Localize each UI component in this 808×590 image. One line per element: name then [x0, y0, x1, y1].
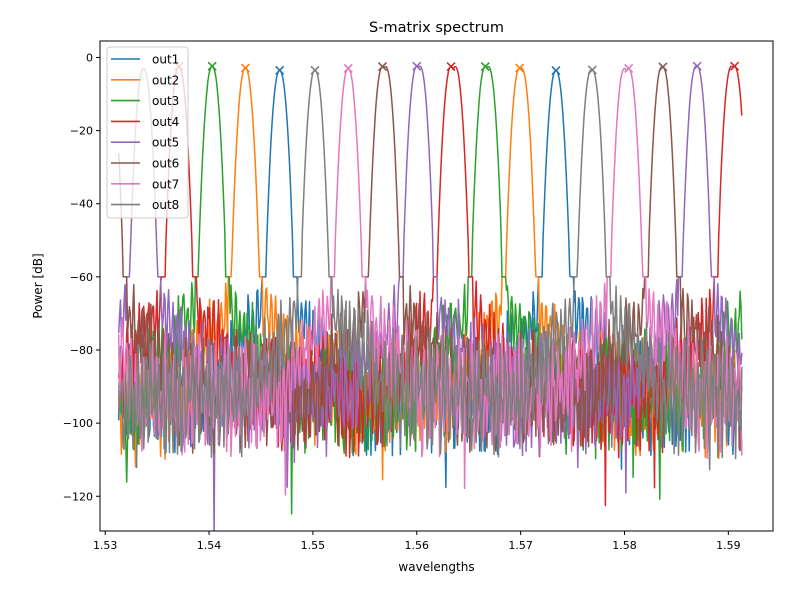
series-line-out8 — [117, 69, 743, 471]
x-tick-label: 1.54 — [197, 539, 222, 552]
y-tick-label: 0 — [86, 51, 93, 64]
peak-marker-out5 — [692, 61, 702, 71]
y-tick-label: −100 — [63, 417, 93, 430]
x-tick-label: 1.56 — [405, 539, 430, 552]
x-tick-label: 1.58 — [612, 539, 637, 552]
y-tick-label: −80 — [70, 344, 93, 357]
legend-label-out2: out2 — [152, 73, 179, 87]
legend-label-out5: out5 — [152, 136, 179, 150]
peak-marker-out6 — [658, 62, 668, 72]
peak-marker-out8 — [310, 65, 320, 75]
peak-marker-out6 — [377, 62, 388, 72]
peak-marker-out4 — [446, 62, 456, 72]
peak-marker-out1 — [551, 66, 561, 76]
x-axis: 1.53 1.54 1.55 1.56 1.57 1.58 1.59 — [93, 531, 741, 552]
legend-label-out1: out1 — [152, 53, 179, 67]
y-tick-label: −20 — [70, 125, 93, 138]
peak-marker-out3 — [207, 61, 217, 71]
peak-marker-out4 — [730, 61, 740, 71]
legend-label-out3: out3 — [152, 94, 179, 108]
x-tick-label: 1.53 — [93, 539, 118, 552]
legend-label-out4: out4 — [152, 115, 179, 129]
series-line-out7 — [117, 67, 743, 496]
y-tick-label: −120 — [63, 490, 93, 503]
plot-lines — [117, 65, 743, 531]
peak-marker-out2 — [240, 63, 250, 73]
chart-title: S-matrix spectrum — [369, 20, 504, 36]
peak-marker-out2 — [515, 63, 525, 73]
peak-markers — [174, 61, 740, 76]
legend-box — [106, 46, 189, 219]
x-axis-label: wavelengths — [398, 560, 474, 574]
peak-marker-out3 — [480, 62, 490, 72]
x-tick-label: 1.59 — [716, 539, 741, 552]
peak-marker-out7 — [624, 63, 634, 73]
legend-label-out8: out8 — [152, 198, 179, 212]
y-axis: 0 −20 −40 −60 −80 −100 −120 — [63, 51, 100, 503]
y-tick-label: −60 — [70, 271, 93, 284]
peak-marker-out8 — [587, 65, 597, 75]
legend-label-out7: out7 — [152, 177, 179, 191]
legend-label-out6: out6 — [152, 157, 179, 171]
peak-marker-out1 — [275, 65, 285, 75]
peak-marker-out7 — [343, 63, 353, 73]
plot-frame — [99, 40, 774, 532]
x-tick-label: 1.55 — [301, 539, 326, 552]
series-line-out5 — [117, 65, 743, 531]
y-axis-label: Power [dB] — [31, 253, 45, 318]
y-tick-label: −40 — [70, 198, 93, 211]
peak-marker-out5 — [412, 61, 422, 71]
x-tick-label: 1.57 — [508, 539, 533, 552]
legend: out1 out2 out3 out4 out5 out6 out7 out8 — [106, 46, 189, 219]
